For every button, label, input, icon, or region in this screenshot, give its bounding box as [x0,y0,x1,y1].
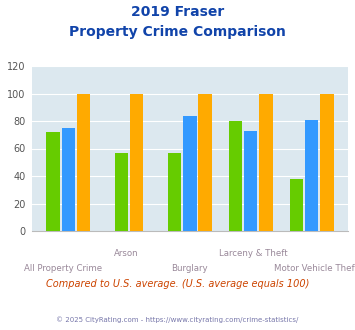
Text: Larceny & Theft: Larceny & Theft [219,249,288,258]
Text: Motor Vehicle Theft: Motor Vehicle Theft [274,264,355,273]
Bar [244,131,257,231]
Bar [229,121,242,231]
Bar [259,93,273,231]
Text: All Property Crime: All Property Crime [24,264,103,273]
Text: Arson: Arson [114,249,139,258]
Text: Compared to U.S. average. (U.S. average equals 100): Compared to U.S. average. (U.S. average … [46,279,309,289]
Bar [77,93,90,231]
Text: 2019 Fraser: 2019 Fraser [131,5,224,19]
Bar [320,93,334,231]
Bar [115,152,128,231]
Bar [290,179,303,231]
Bar [46,132,60,231]
Bar [61,128,75,231]
Text: © 2025 CityRating.com - https://www.cityrating.com/crime-statistics/: © 2025 CityRating.com - https://www.city… [56,317,299,323]
Bar [130,93,143,231]
Text: Property Crime Comparison: Property Crime Comparison [69,25,286,39]
Text: Burglary: Burglary [171,264,208,273]
Bar [198,93,212,231]
Bar [305,120,318,231]
Bar [183,115,197,231]
Bar [168,152,181,231]
